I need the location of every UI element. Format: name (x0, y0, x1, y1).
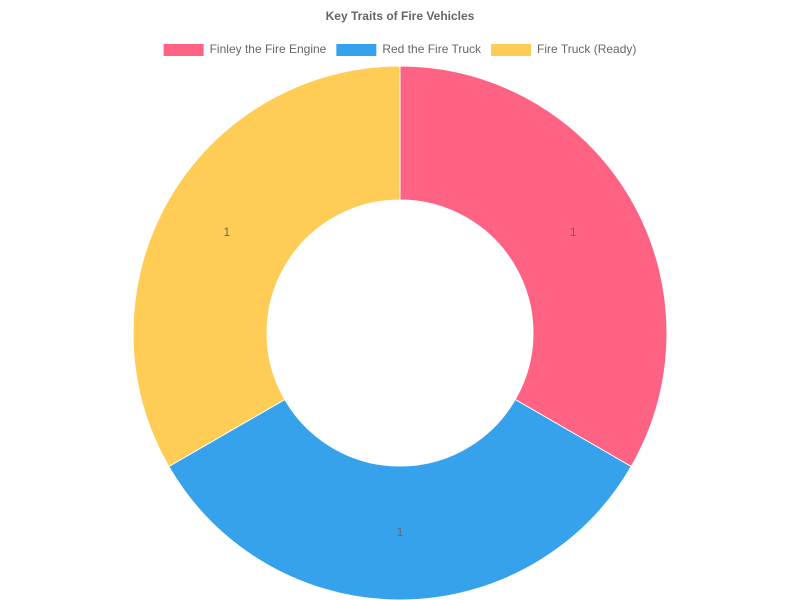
legend-label: Finley the Fire Engine (210, 42, 327, 56)
doughnut-segment (168, 398, 632, 600)
data-label: 1 (570, 225, 577, 239)
doughnut-segment (132, 65, 401, 468)
legend-swatch (491, 44, 532, 56)
legend: Finley the Fire Engine Red the Fire Truck… (163, 42, 636, 56)
data-label: 1 (223, 225, 230, 239)
chart-title: Key Traits of Fire Vehicles (326, 9, 475, 23)
legend-swatch (163, 44, 204, 56)
legend-label: Fire Truck (Ready) (537, 42, 636, 56)
legend-swatch (336, 44, 377, 56)
data-label: 1 (397, 525, 404, 539)
doughnut-segment (399, 65, 668, 468)
legend-label: Red the Fire Truck (382, 42, 482, 56)
